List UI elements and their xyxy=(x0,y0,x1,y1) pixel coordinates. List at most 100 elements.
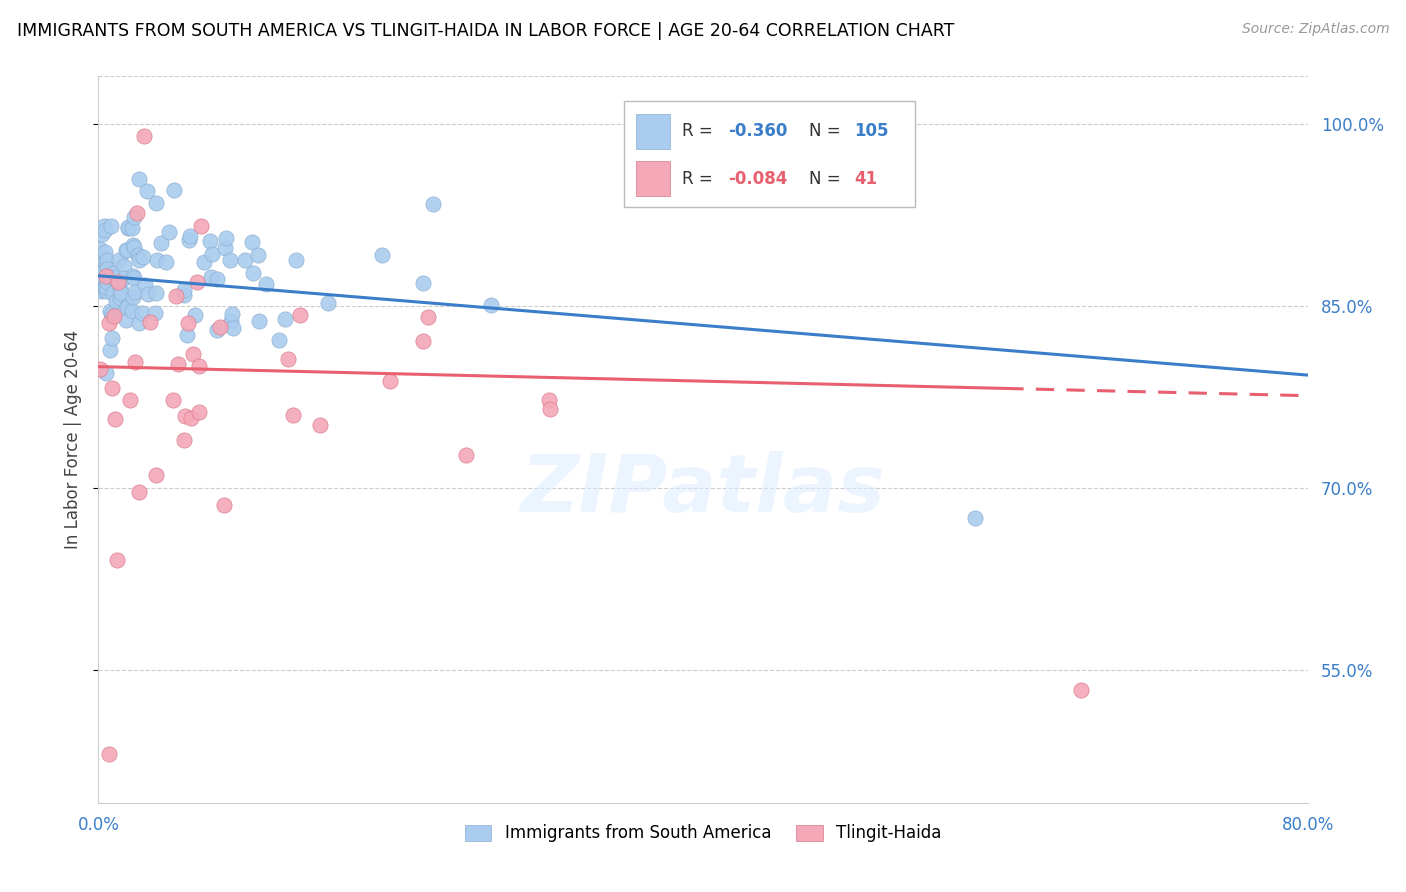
Point xyxy=(128,485,150,500)
Point xyxy=(165,289,187,303)
Point xyxy=(98,343,121,358)
Point xyxy=(205,323,228,337)
Point xyxy=(91,260,114,274)
Point xyxy=(198,234,221,248)
Text: 105: 105 xyxy=(855,122,889,140)
Point xyxy=(267,334,290,348)
Point xyxy=(91,258,114,272)
Legend: Immigrants from South America, Tlingit-Haida: Immigrants from South America, Tlingit-H… xyxy=(458,818,948,849)
Point xyxy=(94,284,117,298)
Point xyxy=(101,306,124,320)
Point xyxy=(418,310,440,324)
Point xyxy=(90,251,112,265)
Point xyxy=(98,317,121,331)
Point xyxy=(162,392,184,407)
Point xyxy=(128,317,150,331)
Point xyxy=(145,468,167,483)
Point xyxy=(96,261,118,276)
Point xyxy=(481,298,503,312)
Point xyxy=(1070,683,1092,698)
Text: IMMIGRANTS FROM SOUTH AMERICA VS TLINGIT-HAIDA IN LABOR FORCE | AGE 20-64 CORREL: IMMIGRANTS FROM SOUTH AMERICA VS TLINGIT… xyxy=(17,22,955,40)
Point xyxy=(179,229,201,244)
Point xyxy=(186,275,208,289)
Point xyxy=(132,129,155,144)
Point xyxy=(96,252,118,267)
Point xyxy=(538,402,561,417)
Point xyxy=(100,270,122,285)
Point xyxy=(107,253,129,268)
Point xyxy=(104,411,127,425)
Point xyxy=(103,285,125,300)
Point xyxy=(219,252,242,267)
Point xyxy=(136,287,159,301)
Point xyxy=(94,244,117,259)
Point xyxy=(135,184,157,198)
Point xyxy=(205,272,228,286)
Point xyxy=(180,410,202,425)
Point xyxy=(110,285,132,300)
Point xyxy=(101,266,124,280)
Point xyxy=(193,255,215,269)
Point xyxy=(370,248,392,262)
Point xyxy=(173,409,195,424)
Point xyxy=(122,289,145,303)
Point xyxy=(240,235,263,250)
Point xyxy=(214,241,236,255)
Point xyxy=(90,285,112,299)
Point xyxy=(157,225,180,239)
Point xyxy=(215,231,238,245)
Point xyxy=(134,278,156,293)
Point xyxy=(107,275,129,289)
Point xyxy=(121,303,143,318)
Point xyxy=(124,285,146,299)
Point xyxy=(128,252,150,267)
Point xyxy=(121,268,143,283)
Point xyxy=(108,280,131,294)
Point xyxy=(94,278,117,293)
Text: ZIPatlas: ZIPatlas xyxy=(520,451,886,529)
Point xyxy=(115,313,138,327)
Point xyxy=(94,283,117,297)
Point xyxy=(122,240,145,254)
Point xyxy=(184,308,207,322)
Point xyxy=(128,171,150,186)
Point xyxy=(93,263,115,277)
Point xyxy=(145,196,167,211)
Point xyxy=(288,308,311,322)
Point xyxy=(277,351,299,366)
Point xyxy=(412,334,434,348)
Point xyxy=(190,219,212,234)
Point xyxy=(179,233,201,247)
Point xyxy=(112,259,135,273)
Point xyxy=(200,269,222,284)
Text: Source: ZipAtlas.com: Source: ZipAtlas.com xyxy=(1241,22,1389,37)
Point xyxy=(167,357,190,371)
Point xyxy=(176,328,198,343)
Point xyxy=(139,315,162,329)
Point xyxy=(422,196,444,211)
Point xyxy=(235,252,257,267)
FancyBboxPatch shape xyxy=(637,161,671,196)
Point xyxy=(94,280,117,294)
Text: N =: N = xyxy=(810,122,846,140)
Point xyxy=(188,405,211,419)
Point xyxy=(94,280,117,294)
Point xyxy=(221,321,243,335)
Point xyxy=(93,280,115,294)
Point xyxy=(149,235,172,250)
Point xyxy=(89,362,111,376)
Point xyxy=(538,392,561,407)
Point xyxy=(249,313,271,327)
Point xyxy=(94,257,117,271)
Point xyxy=(155,255,177,269)
Text: N =: N = xyxy=(810,169,846,187)
Point xyxy=(132,250,155,264)
Point xyxy=(201,247,224,261)
Point xyxy=(131,305,153,319)
Point xyxy=(285,253,308,268)
Text: 41: 41 xyxy=(855,169,877,187)
Point xyxy=(90,227,112,241)
Point xyxy=(105,270,128,285)
Point xyxy=(247,248,270,262)
Point xyxy=(145,253,167,268)
